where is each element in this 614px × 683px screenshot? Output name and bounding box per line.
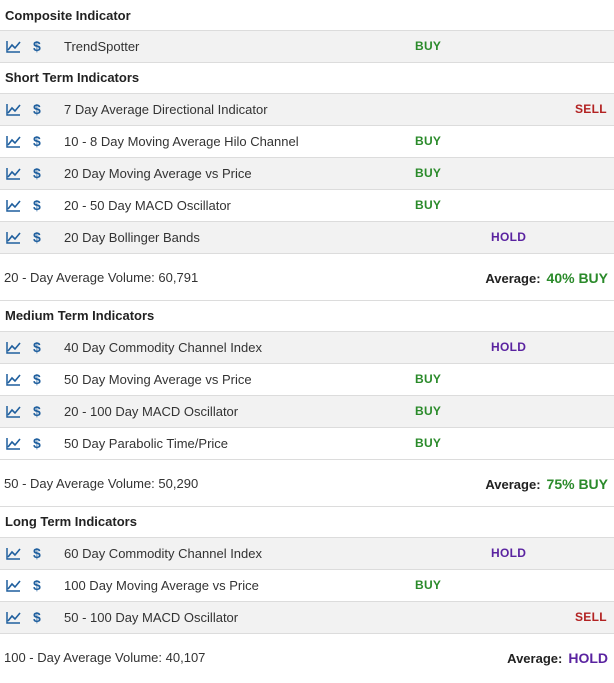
signal-badge: SELL <box>575 102 607 116</box>
indicator-row: $ 20 - 100 Day MACD Oscillator BUY <box>0 396 614 428</box>
indicator-name: 20 - 100 Day MACD Oscillator <box>64 404 239 419</box>
summary-short-term: 20 - Day Average Volume: 60,791 Average:… <box>0 254 614 301</box>
signal-badge: BUY <box>415 134 442 148</box>
dollar-icon[interactable]: $ <box>33 435 41 451</box>
indicator-row: $ 20 Day Bollinger Bands HOLD <box>0 222 614 254</box>
dollar-icon[interactable]: $ <box>33 197 41 213</box>
indicator-name: 20 - 50 Day MACD Oscillator <box>64 198 231 213</box>
average-summary: Average: 75% BUY <box>485 460 608 509</box>
indicator-row: $ 40 Day Commodity Channel Index HOLD <box>0 332 614 364</box>
signal-badge: BUY <box>415 198 442 212</box>
line-chart-icon[interactable] <box>6 231 21 244</box>
line-chart-icon[interactable] <box>6 611 21 624</box>
signal-badge: HOLD <box>491 546 527 560</box>
indicator-row: $ 100 Day Moving Average vs Price BUY <box>0 570 614 602</box>
signal-badge: SELL <box>575 610 607 624</box>
signal-badge: BUY <box>415 372 442 386</box>
dollar-icon[interactable]: $ <box>33 101 41 117</box>
dollar-icon[interactable]: $ <box>33 339 41 355</box>
summary-long-term: 100 - Day Average Volume: 40,107 Average… <box>0 634 614 680</box>
indicator-name: 50 - 100 Day MACD Oscillator <box>64 610 239 625</box>
indicator-row: $ 20 Day Moving Average vs Price BUY <box>0 158 614 190</box>
line-chart-icon[interactable] <box>6 103 21 116</box>
dollar-icon[interactable]: $ <box>33 609 41 625</box>
indicator-name: 7 Day Average Directional Indicator <box>64 102 268 117</box>
line-chart-icon[interactable] <box>6 437 21 450</box>
signal-badge: BUY <box>415 436 442 450</box>
indicator-name: 60 Day Commodity Channel Index <box>64 546 262 561</box>
indicator-row: $ 10 - 8 Day Moving Average Hilo Channel… <box>0 126 614 158</box>
dollar-icon[interactable]: $ <box>33 229 41 245</box>
indicator-row: $ 50 Day Parabolic Time/Price BUY <box>0 428 614 460</box>
indicator-name: 10 - 8 Day Moving Average Hilo Channel <box>64 134 299 149</box>
dollar-icon[interactable]: $ <box>33 403 41 419</box>
summary-medium-term: 50 - Day Average Volume: 50,290 Average:… <box>0 460 614 507</box>
indicator-name: 100 Day Moving Average vs Price <box>64 578 259 593</box>
indicator-name: 50 Day Moving Average vs Price <box>64 372 252 387</box>
indicator-row: $ 20 - 50 Day MACD Oscillator BUY <box>0 190 614 222</box>
line-chart-icon[interactable] <box>6 341 21 354</box>
average-value: 75% BUY <box>546 476 608 492</box>
line-chart-icon[interactable] <box>6 40 21 53</box>
signal-badge: HOLD <box>491 230 527 244</box>
average-summary: Average: HOLD <box>507 634 608 683</box>
indicator-name: 20 Day Bollinger Bands <box>64 230 200 245</box>
indicator-row: $ 50 Day Moving Average vs Price BUY <box>0 364 614 396</box>
average-volume: 50 - Day Average Volume: 50,290 <box>4 476 199 491</box>
indicator-name: 50 Day Parabolic Time/Price <box>64 436 229 451</box>
dollar-icon[interactable]: $ <box>33 371 41 387</box>
indicator-name: 40 Day Commodity Channel Index <box>64 340 262 355</box>
average-value: 40% BUY <box>546 270 608 286</box>
indicator-name: 20 Day Moving Average vs Price <box>64 166 252 181</box>
signal-badge: BUY <box>415 39 442 53</box>
dollar-icon[interactable]: $ <box>33 545 41 561</box>
line-chart-icon[interactable] <box>6 373 21 386</box>
line-chart-icon[interactable] <box>6 199 21 212</box>
signal-badge: HOLD <box>491 340 527 354</box>
line-chart-icon[interactable] <box>6 579 21 592</box>
average-volume: 100 - Day Average Volume: 40,107 <box>4 650 206 665</box>
line-chart-icon[interactable] <box>6 547 21 560</box>
section-title-composite: Composite Indicator <box>0 0 614 31</box>
dollar-icon[interactable]: $ <box>33 577 41 593</box>
dollar-icon[interactable]: $ <box>33 38 41 54</box>
dollar-icon[interactable]: $ <box>33 133 41 149</box>
signal-badge: BUY <box>415 404 442 418</box>
section-title-long-term: Long Term Indicators <box>0 507 614 538</box>
average-summary: Average: 40% BUY <box>485 254 608 303</box>
line-chart-icon[interactable] <box>6 135 21 148</box>
section-title-short-term: Short Term Indicators <box>0 63 614 94</box>
indicator-row: $ 60 Day Commodity Channel Index HOLD <box>0 538 614 570</box>
average-label: Average: <box>507 651 563 666</box>
average-label: Average: <box>485 271 541 286</box>
line-chart-icon[interactable] <box>6 405 21 418</box>
indicator-row: $ 50 - 100 Day MACD Oscillator SELL <box>0 602 614 634</box>
dollar-icon[interactable]: $ <box>33 165 41 181</box>
indicator-name: TrendSpotter <box>64 39 140 54</box>
indicator-row-trendspotter: $ TrendSpotter BUY <box>0 31 614 63</box>
line-chart-icon[interactable] <box>6 167 21 180</box>
indicator-row: $ 7 Day Average Directional Indicator SE… <box>0 94 614 126</box>
signal-badge: BUY <box>415 578 442 592</box>
average-volume: 20 - Day Average Volume: 60,791 <box>4 270 199 285</box>
average-value: HOLD <box>568 650 608 666</box>
signal-badge: BUY <box>415 166 442 180</box>
section-title-medium-term: Medium Term Indicators <box>0 301 614 332</box>
average-label: Average: <box>485 477 541 492</box>
